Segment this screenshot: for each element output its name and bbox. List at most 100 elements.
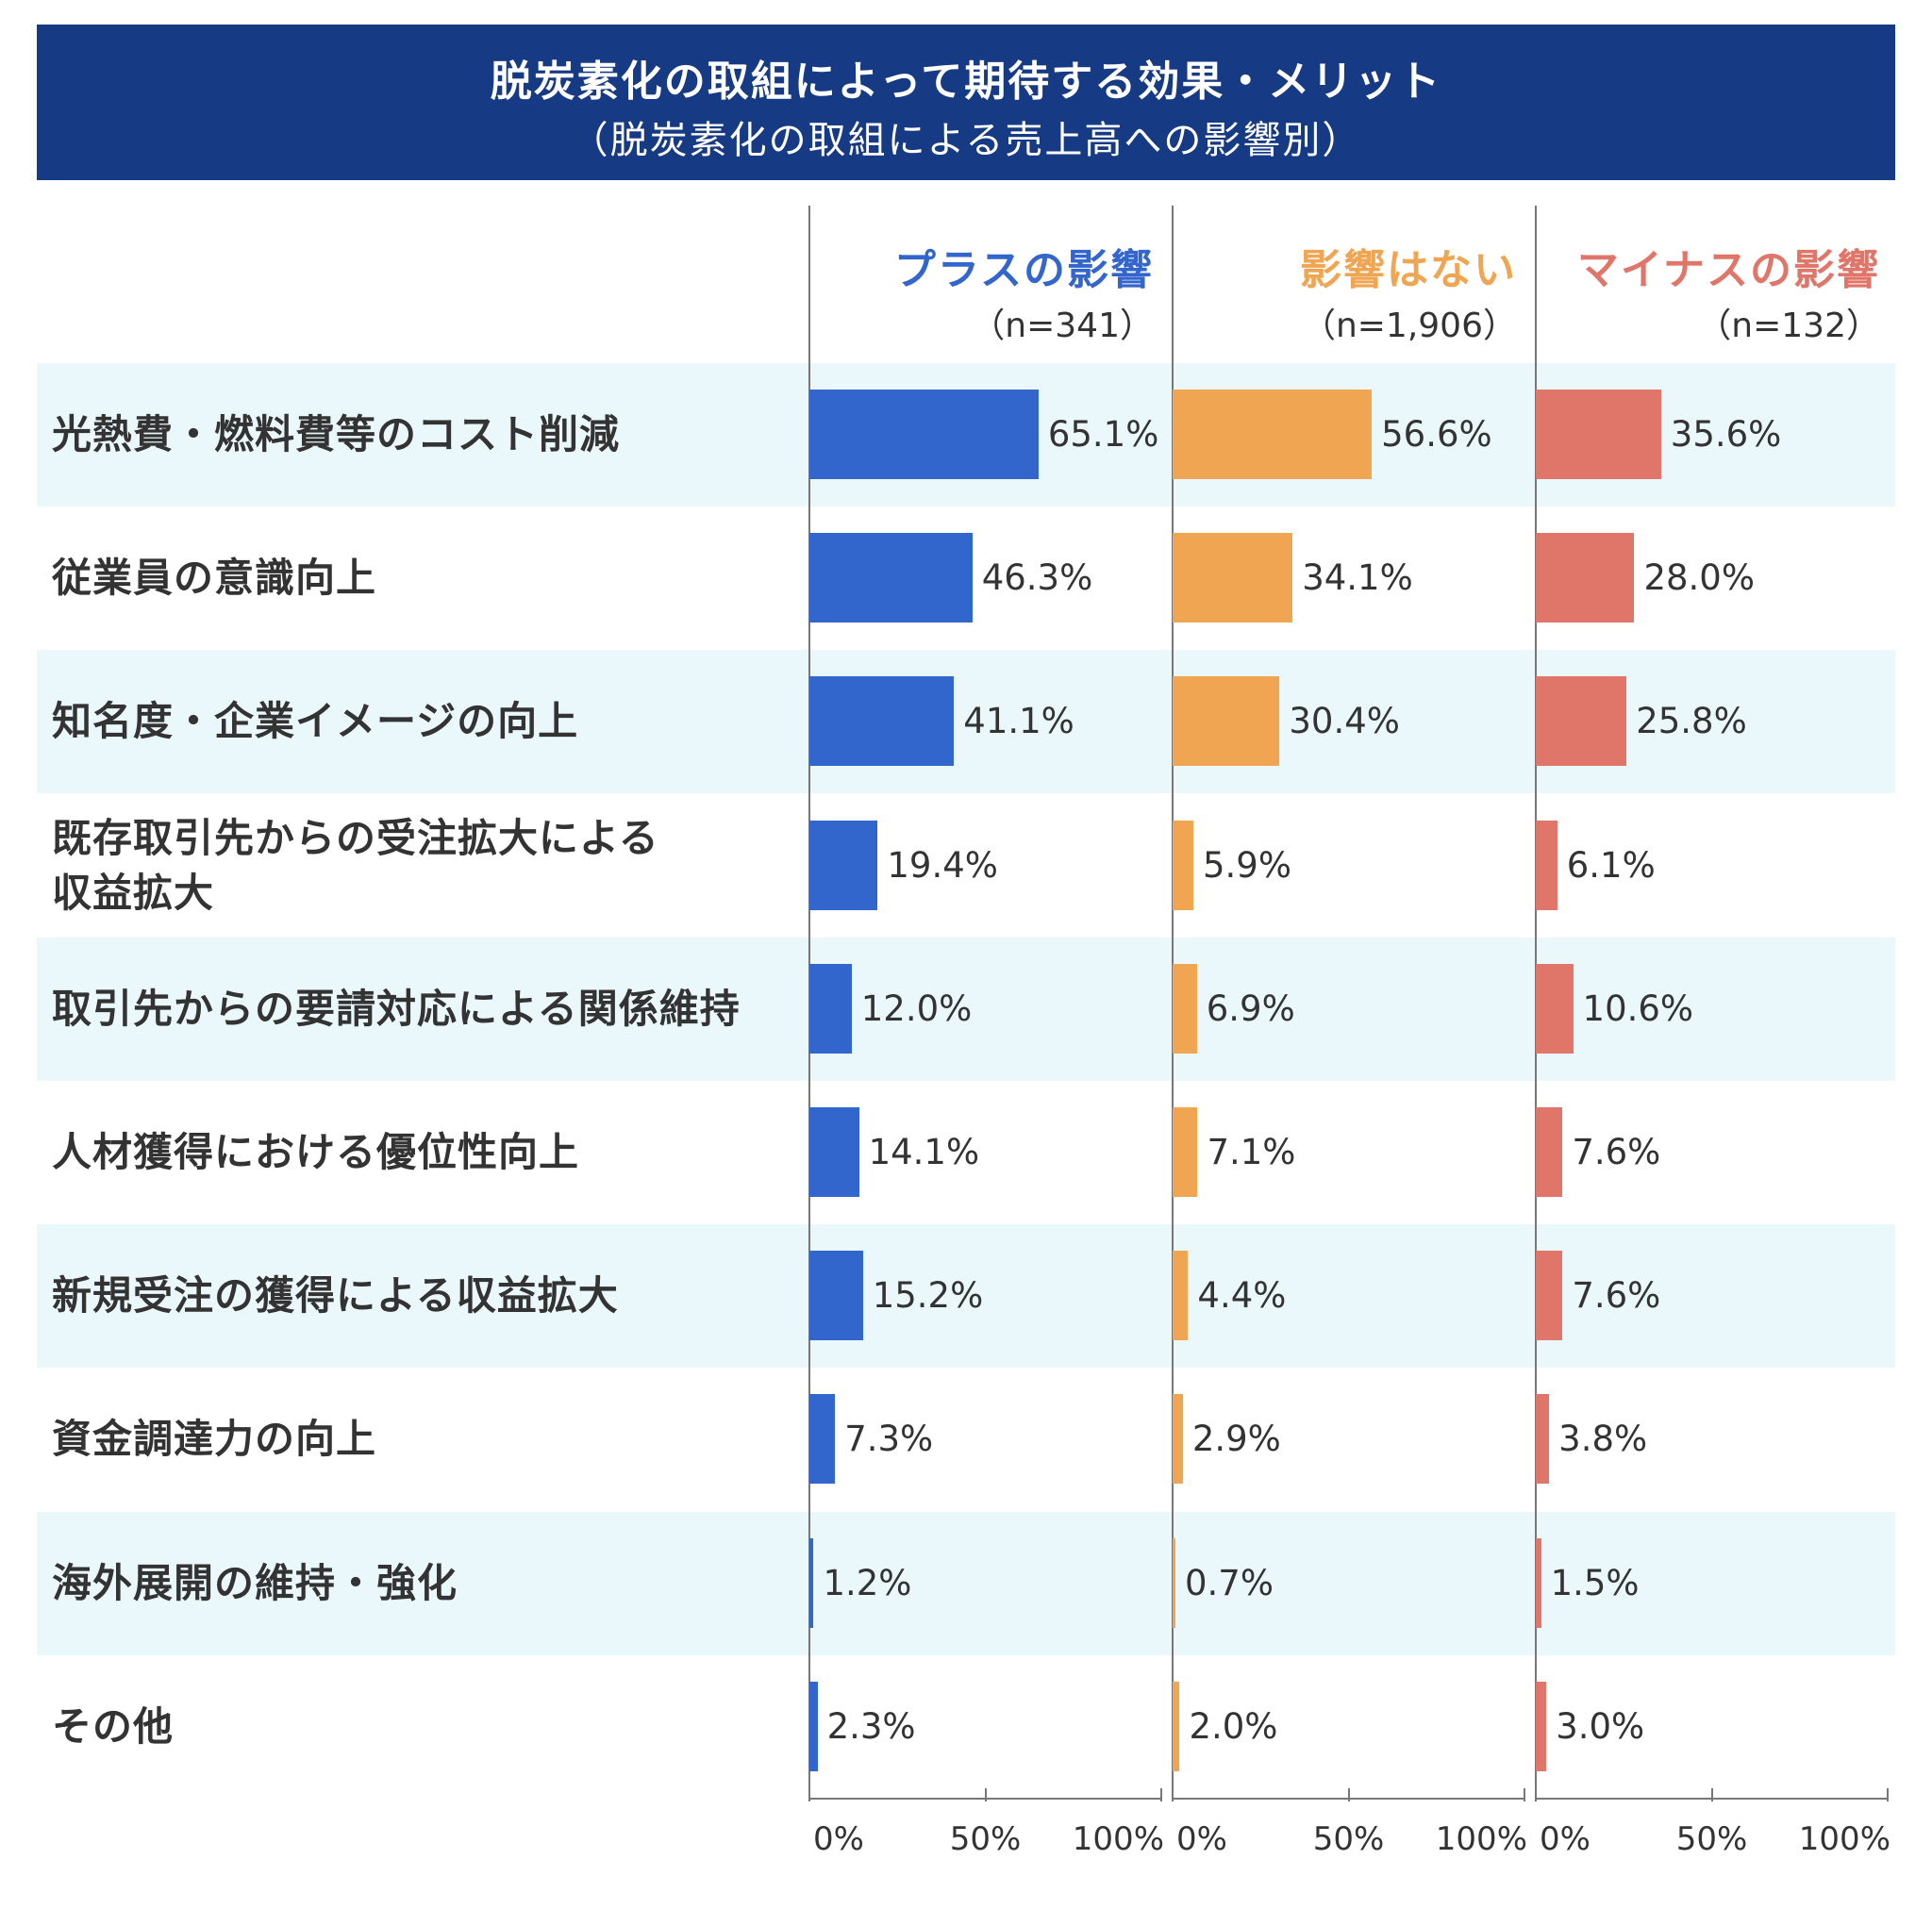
x-tick-label: 0% [1176, 1820, 1227, 1858]
bar [1173, 820, 1193, 910]
category-label-text: 新規受注の獲得による収益拡大 [52, 1272, 619, 1320]
bar [1173, 533, 1293, 623]
data-label: 6.9% [1206, 988, 1295, 1029]
category-label: 取引先からの要請対応による関係維持 [52, 938, 797, 1081]
bar [809, 533, 973, 623]
data-label: 7.1% [1207, 1132, 1296, 1172]
bar [809, 820, 878, 910]
category-label: その他 [52, 1655, 797, 1799]
bar [1536, 676, 1627, 767]
x-tick [1535, 1788, 1537, 1801]
bar [1536, 1251, 1563, 1341]
bar [1536, 1537, 1541, 1628]
row-band [37, 937, 1895, 1081]
data-label: 7.3% [844, 1419, 934, 1460]
category-label-text: 人材獲得における優位性向上 [52, 1129, 580, 1176]
bar [1536, 1107, 1563, 1197]
series-title: マイナスの影響 [1576, 246, 1880, 294]
series-n-label: （n=341） [971, 307, 1154, 345]
bar [1536, 533, 1635, 623]
x-tick [1347, 1788, 1350, 1801]
series-n-label: （n=1,906） [1301, 307, 1517, 345]
data-label: 7.6% [1572, 1275, 1661, 1317]
bar [809, 676, 955, 767]
series-title: 影響はない [1300, 246, 1517, 294]
data-label: 14.1% [868, 1132, 980, 1172]
bar [809, 1394, 836, 1485]
x-tick-label: 50% [1312, 1820, 1385, 1858]
x-tick-label: 100% [1798, 1820, 1890, 1858]
category-label-text: 海外展開の維持・強化 [52, 1559, 458, 1606]
data-label: 34.1% [1302, 557, 1413, 599]
x-tick-label: 100% [1435, 1820, 1527, 1858]
bar [1536, 1681, 1547, 1771]
data-label: 5.9% [1203, 844, 1291, 886]
data-label: 0.7% [1185, 1562, 1274, 1603]
x-tick-label: 100% [1072, 1820, 1164, 1858]
chart-subtitle: （脱炭素化の取組による売上高への影響別） [570, 119, 1362, 162]
bar [1173, 1537, 1175, 1628]
data-label: 12.0% [860, 988, 973, 1029]
data-label: 3.8% [1558, 1419, 1648, 1460]
data-label: 1.2% [823, 1562, 912, 1603]
category-label: 人材獲得における優位性向上 [52, 1081, 797, 1224]
bar [809, 1537, 814, 1628]
x-tick [1524, 1788, 1525, 1801]
bar [1173, 963, 1197, 1054]
data-label: 30.4% [1289, 701, 1400, 742]
category-label-text: 取引先からの要請対応による関係維持 [52, 985, 741, 1032]
chart-title: 脱炭素化の取組によって期待する効果・メリット [490, 58, 1442, 106]
bar [809, 1107, 859, 1197]
row-band [37, 1511, 1895, 1655]
x-tick [1160, 1788, 1162, 1801]
bar [1173, 390, 1373, 479]
bar [1536, 390, 1661, 479]
bar [1536, 1394, 1550, 1485]
category-label: 知名度・企業イメージの向上 [52, 650, 797, 793]
bar [809, 1251, 863, 1341]
category-label: 資金調達力の向上 [52, 1368, 797, 1511]
bar [1173, 1251, 1189, 1341]
category-label-text: 従業員の意識向上 [52, 555, 377, 602]
category-label-text: 光熱費・燃料費等のコスト削減 [52, 411, 621, 458]
data-label: 10.6% [1582, 988, 1694, 1029]
category-label: 新規受注の獲得による収益拡大 [52, 1224, 797, 1368]
category-label-text: 知名度・企業イメージの向上 [52, 698, 579, 745]
data-label: 2.0% [1189, 1705, 1278, 1747]
row-band [37, 1224, 1895, 1369]
category-label: 海外展開の維持・強化 [52, 1512, 797, 1655]
category-label: 既存取引先からの受注拡大による 収益拡大 [52, 794, 797, 938]
data-label: 2.3% [826, 1705, 916, 1747]
data-label: 3.0% [1556, 1705, 1645, 1747]
category-label: 従業員の意識向上 [52, 506, 797, 650]
category-label-text: 既存取引先からの受注拡大による 収益拡大 [52, 814, 659, 916]
data-label: 6.1% [1566, 844, 1656, 886]
bar [1173, 1394, 1183, 1485]
data-label: 7.6% [1572, 1132, 1661, 1172]
series-title: プラスの影響 [893, 246, 1154, 294]
data-label: 35.6% [1670, 414, 1782, 455]
x-tick-label: 50% [1675, 1820, 1748, 1858]
bar [809, 963, 852, 1054]
x-tick [1172, 1788, 1174, 1801]
category-label: 光熱費・燃料費等のコスト削減 [52, 363, 797, 506]
category-label-text: 資金調達力の向上 [52, 1416, 377, 1463]
data-label: 19.4% [887, 844, 998, 886]
bar [809, 1681, 818, 1771]
data-label: 25.8% [1636, 701, 1747, 742]
data-label: 56.6% [1381, 414, 1492, 455]
chart-header: 脱炭素化の取組によって期待する効果・メリット （脱炭素化の取組による売上高への影… [37, 25, 1895, 180]
bar [1173, 1681, 1180, 1771]
data-label: 2.9% [1191, 1419, 1281, 1460]
data-label: 4.4% [1197, 1275, 1287, 1317]
series-n-label: （n=132） [1697, 307, 1880, 345]
data-label: 1.5% [1550, 1562, 1640, 1603]
bar [1173, 1107, 1198, 1197]
data-label: 46.3% [981, 557, 1093, 599]
bar [1536, 820, 1557, 910]
x-tick [808, 1788, 810, 1801]
bar [809, 390, 1039, 479]
x-tick [984, 1788, 987, 1801]
data-label: 41.1% [963, 701, 1074, 742]
data-label: 15.2% [872, 1275, 984, 1317]
